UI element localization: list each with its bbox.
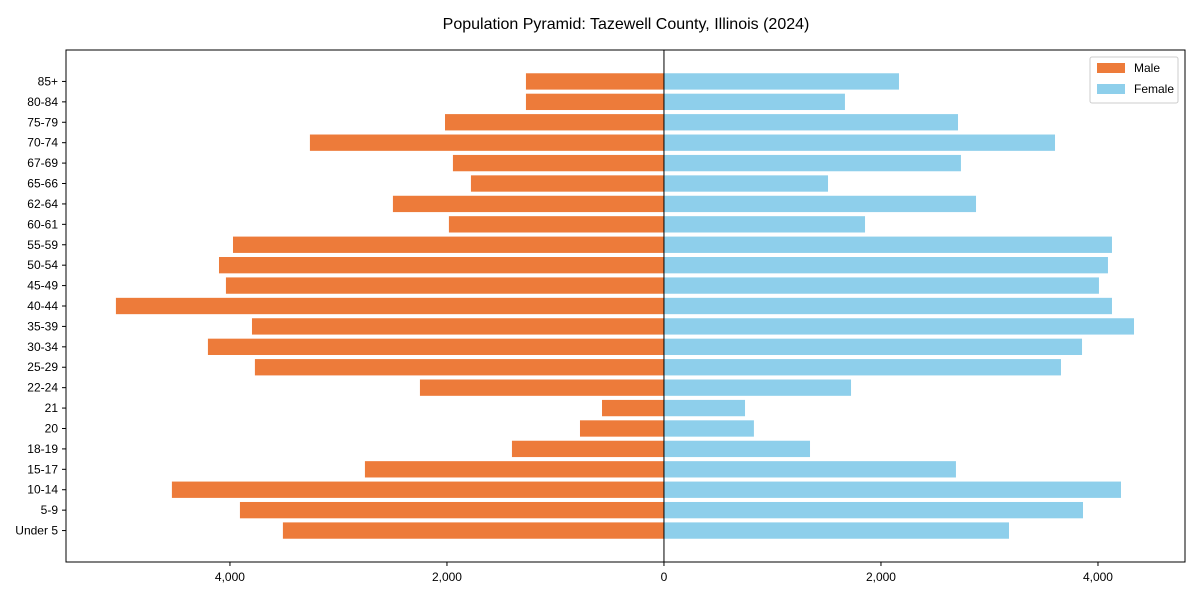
bar-male-67-69 xyxy=(452,154,664,172)
bar-male-5-9 xyxy=(239,501,664,519)
y-tick-label: 22-24 xyxy=(27,381,58,395)
bar-male-80-84 xyxy=(525,93,664,111)
y-tick-label: 55-59 xyxy=(27,238,58,252)
y-tick-label: 20 xyxy=(45,421,59,435)
bar-female-30-34 xyxy=(663,338,1083,355)
y-tick-label: 15-17 xyxy=(27,462,58,476)
y-tick-label: 35-39 xyxy=(27,319,58,333)
y-tick-label: Under 5 xyxy=(15,524,58,538)
bar-female-40-44 xyxy=(663,297,1112,315)
y-tick-label: 45-49 xyxy=(27,279,58,293)
x-tick-label: 4,000 xyxy=(1083,570,1113,584)
y-tick-label: 62-64 xyxy=(27,197,58,211)
bar-male-15-17 xyxy=(364,461,664,478)
bar-female-20 xyxy=(663,420,754,437)
bar-male-18-19 xyxy=(511,440,664,458)
x-tick-label: 2,000 xyxy=(432,570,462,584)
y-tick-label: 85+ xyxy=(38,74,58,88)
bar-female-under-5 xyxy=(663,522,1010,539)
bar-male-22-24 xyxy=(419,379,664,396)
chart-title: Population Pyramid: Tazewell County, Ill… xyxy=(443,16,810,33)
bar-male-21 xyxy=(602,399,664,417)
y-tick-label: 5-9 xyxy=(41,503,59,517)
legend: Male Female xyxy=(1089,56,1179,104)
bar-female-67-69 xyxy=(663,154,961,172)
bar-male-30-34 xyxy=(207,338,664,355)
x-tick-label: 4,000 xyxy=(215,570,245,584)
y-tick-label: 10-14 xyxy=(27,483,58,497)
x-tick-label: 0 xyxy=(661,570,668,584)
y-tick-label: 50-54 xyxy=(27,258,58,272)
bar-male-60-61 xyxy=(448,216,664,233)
y-tick-label: 18-19 xyxy=(27,442,58,456)
bar-male-45-49 xyxy=(225,277,664,294)
bar-female-70-74 xyxy=(663,134,1056,151)
bar-male-75-79 xyxy=(445,114,664,131)
bar-male-65-66 xyxy=(470,175,664,192)
bar-male-10-14 xyxy=(171,481,664,498)
bar-female-80-84 xyxy=(663,93,845,111)
bar-female-5-9 xyxy=(663,501,1084,519)
y-tick-label: 60-61 xyxy=(27,217,58,231)
bar-female-55-59 xyxy=(663,236,1112,253)
y-tick-label: 30-34 xyxy=(27,340,58,354)
bar-female-25-29 xyxy=(663,359,1061,376)
bar-female-21 xyxy=(663,399,746,417)
bar-female-15-17 xyxy=(663,461,956,478)
bar-female-75-79 xyxy=(663,114,959,131)
x-tick-label: 2,000 xyxy=(866,570,896,584)
bar-male-55-59 xyxy=(232,236,664,253)
bar-female-18-19 xyxy=(663,440,811,458)
y-tick-label: 25-29 xyxy=(27,360,58,374)
legend-label-male: Male xyxy=(1134,61,1160,75)
legend-label-female: Female xyxy=(1134,82,1174,96)
bar-male-under-5 xyxy=(282,522,664,539)
bar-male-50-54 xyxy=(218,257,664,274)
bar-female-22-24 xyxy=(663,379,852,396)
legend-swatch-male xyxy=(1097,63,1125,73)
bar-male-35-39 xyxy=(251,318,664,335)
y-tick-label: 65-66 xyxy=(27,177,58,191)
bar-female-65-66 xyxy=(663,175,829,192)
bar-female-50-54 xyxy=(663,257,1108,274)
bar-female-35-39 xyxy=(663,318,1135,335)
bar-male-85+ xyxy=(525,73,664,90)
y-tick-label: 21 xyxy=(45,401,59,415)
y-tick-label: 75-79 xyxy=(27,115,58,129)
bar-female-10-14 xyxy=(663,481,1121,498)
bar-male-40-44 xyxy=(115,297,664,315)
y-tick-label: 70-74 xyxy=(27,136,58,150)
bar-female-60-61 xyxy=(663,216,866,233)
bar-male-25-29 xyxy=(254,359,664,376)
y-tick-label: 67-69 xyxy=(27,156,58,170)
bar-female-85+ xyxy=(663,73,899,90)
legend-swatch-female xyxy=(1097,84,1125,94)
y-tick-label: 80-84 xyxy=(27,95,58,109)
y-tick-label: 40-44 xyxy=(27,299,58,313)
bar-male-62-64 xyxy=(392,195,664,213)
bar-female-45-49 xyxy=(663,277,1099,294)
bar-male-70-74 xyxy=(309,134,664,151)
bar-male-20 xyxy=(579,420,664,437)
bar-female-62-64 xyxy=(663,195,977,213)
